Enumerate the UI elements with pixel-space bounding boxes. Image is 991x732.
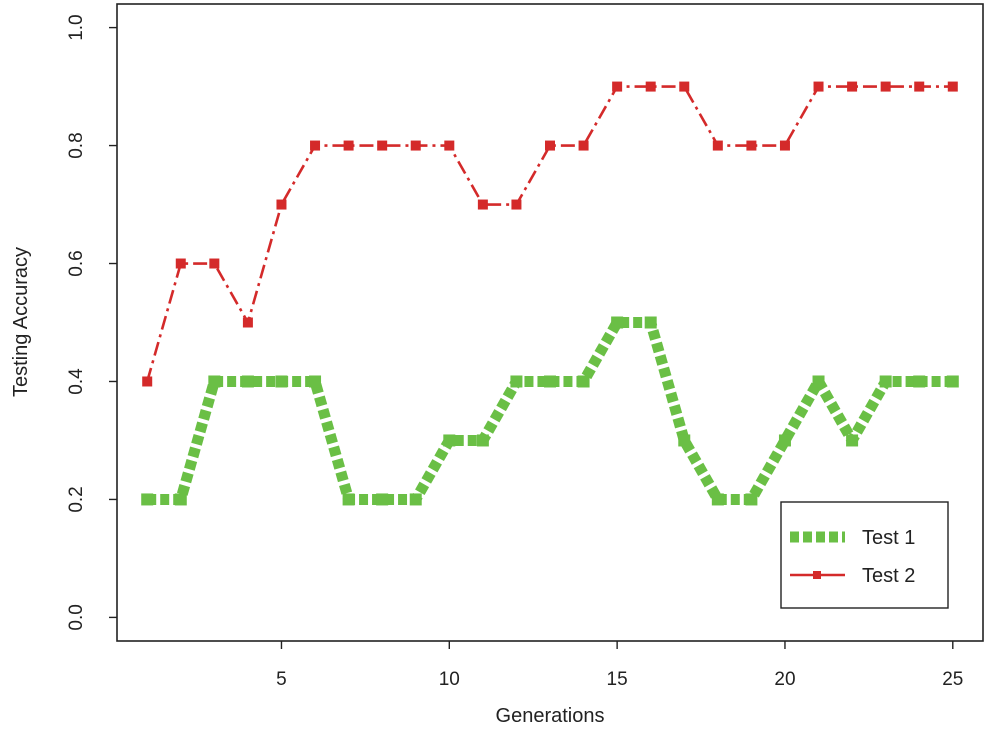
- legend-box: [780, 501, 949, 609]
- data-point-test-2: [947, 81, 958, 92]
- data-point-test-1: [745, 493, 758, 506]
- data-point-test-1: [241, 375, 254, 388]
- data-point-test-2: [578, 140, 589, 151]
- y-tick-label: 0.4: [66, 368, 87, 395]
- data-point-test-2: [410, 140, 421, 151]
- y-axis: 0.0 0.2 0.4 0.6 0.8 1.0: [66, 14, 117, 631]
- x-axis-title: Generations: [496, 705, 605, 727]
- data-point-test-1: [376, 493, 389, 506]
- x-tick-label: 5: [276, 669, 287, 690]
- series-layer: [141, 81, 959, 506]
- x-tick-label: 25: [942, 669, 963, 690]
- data-point-test-2: [477, 199, 488, 210]
- data-point-test-2: [679, 81, 690, 92]
- data-point-test-2: [914, 81, 925, 92]
- data-point-test-1: [812, 375, 825, 388]
- data-point-test-2: [377, 140, 388, 151]
- data-point-test-2: [310, 140, 321, 151]
- y-tick-label: 0.0: [66, 604, 87, 630]
- data-point-test-2: [209, 258, 220, 269]
- data-point-test-1: [476, 434, 489, 447]
- data-point-test-1: [678, 434, 691, 447]
- data-point-test-2: [712, 140, 723, 151]
- legend-marker-test-2: [813, 571, 821, 579]
- data-point-test-1: [711, 493, 724, 506]
- data-point-test-1: [275, 375, 288, 388]
- series-line-test-1: [147, 317, 953, 505]
- data-point-test-2: [612, 81, 623, 92]
- data-point-test-1: [443, 434, 456, 447]
- y-tick-label: 0.8: [66, 132, 87, 158]
- legend-label-test-1: Test 1: [862, 527, 915, 549]
- x-tick-label: 10: [439, 669, 460, 690]
- legend: Test 1 Test 2: [780, 501, 949, 609]
- data-point-test-1: [342, 493, 355, 506]
- data-point-test-1: [913, 375, 926, 388]
- y-tick-label: 0.2: [66, 486, 87, 512]
- data-point-test-2: [276, 199, 287, 210]
- data-point-test-1: [409, 493, 422, 506]
- data-point-test-2: [847, 81, 858, 92]
- legend-label-test-2: Test 2: [862, 565, 915, 587]
- data-point-test-2: [813, 81, 824, 92]
- data-point-test-1: [611, 316, 624, 329]
- data-point-test-1: [946, 375, 959, 388]
- y-tick-label: 0.6: [66, 250, 87, 276]
- data-point-test-2: [746, 140, 757, 151]
- data-point-test-2: [545, 140, 555, 151]
- data-point-test-1: [208, 375, 221, 388]
- plot-frame: [116, 3, 984, 642]
- data-point-test-2: [242, 317, 253, 328]
- data-point-test-1: [879, 375, 892, 388]
- y-axis-title: Testing Accuracy: [10, 247, 32, 397]
- y-tick-label: 1.0: [66, 14, 87, 40]
- data-point-test-1: [778, 434, 791, 447]
- data-point-test-2: [343, 140, 354, 151]
- data-point-test-2: [142, 376, 153, 387]
- data-point-test-2: [175, 258, 186, 269]
- data-point-test-2: [511, 199, 522, 210]
- series-line-test-2: [145, 85, 953, 382]
- data-point-test-2: [779, 140, 790, 151]
- data-point-test-1: [577, 375, 590, 388]
- data-point-test-2: [880, 81, 891, 92]
- data-point-test-1: [174, 493, 187, 506]
- data-point-test-1: [141, 493, 154, 506]
- data-point-test-1: [544, 375, 556, 388]
- data-point-test-2: [444, 140, 455, 151]
- data-point-test-1: [309, 375, 322, 388]
- x-axis: 5 10 15 20 25: [276, 641, 963, 690]
- x-tick-label: 20: [774, 669, 795, 690]
- data-point-test-1: [846, 434, 859, 447]
- data-point-test-1: [644, 316, 657, 329]
- data-point-test-1: [510, 375, 523, 388]
- data-point-test-2: [645, 81, 656, 92]
- x-tick-label: 15: [607, 669, 628, 690]
